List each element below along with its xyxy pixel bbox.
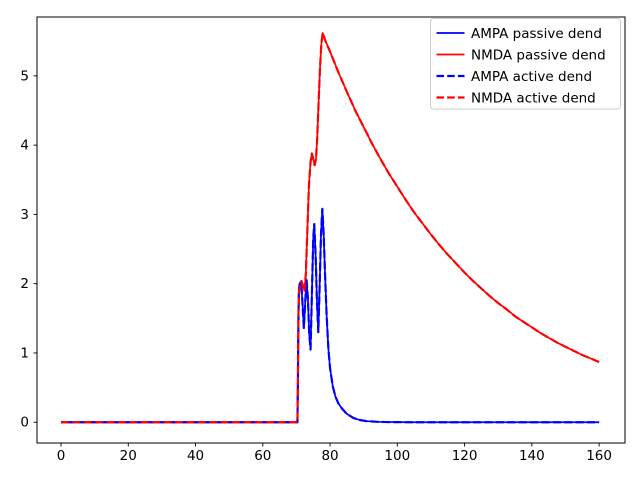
series-nmda-active-dend-line xyxy=(61,31,600,424)
legend-box xyxy=(430,18,621,110)
legend-label-nmda-active-dend: NMDA active dend xyxy=(471,90,596,106)
x-axis-tick-label: 40 xyxy=(187,448,204,464)
x-axis-tick-label: 160 xyxy=(586,448,612,464)
x-axis-tick-label: 60 xyxy=(254,448,271,464)
legend-label-ampa-passive-dend: AMPA passive dend xyxy=(471,26,602,42)
x-axis-tick-label: 120 xyxy=(452,448,478,464)
y-axis-tick-label: 4 xyxy=(20,138,29,154)
y-axis-tick-label: 2 xyxy=(20,276,29,292)
y-axis-tick-label: 0 xyxy=(20,415,29,431)
x-axis-tick-label: 100 xyxy=(384,448,410,464)
x-axis-tick-label: 140 xyxy=(519,448,545,464)
y-axis-tick-label: 1 xyxy=(20,345,29,361)
legend-label-nmda-passive-dend: NMDA passive dend xyxy=(471,47,606,63)
legend-label-ampa-active-dend: AMPA active dend xyxy=(471,69,592,85)
x-axis-tick-label: 20 xyxy=(120,448,137,464)
x-axis-tick-label: 80 xyxy=(321,448,338,464)
y-axis-tick-label: 5 xyxy=(20,68,29,84)
plot-border xyxy=(36,16,626,444)
y-axis-tick-label: 3 xyxy=(20,207,29,223)
x-axis-tick-label: 0 xyxy=(57,448,66,464)
